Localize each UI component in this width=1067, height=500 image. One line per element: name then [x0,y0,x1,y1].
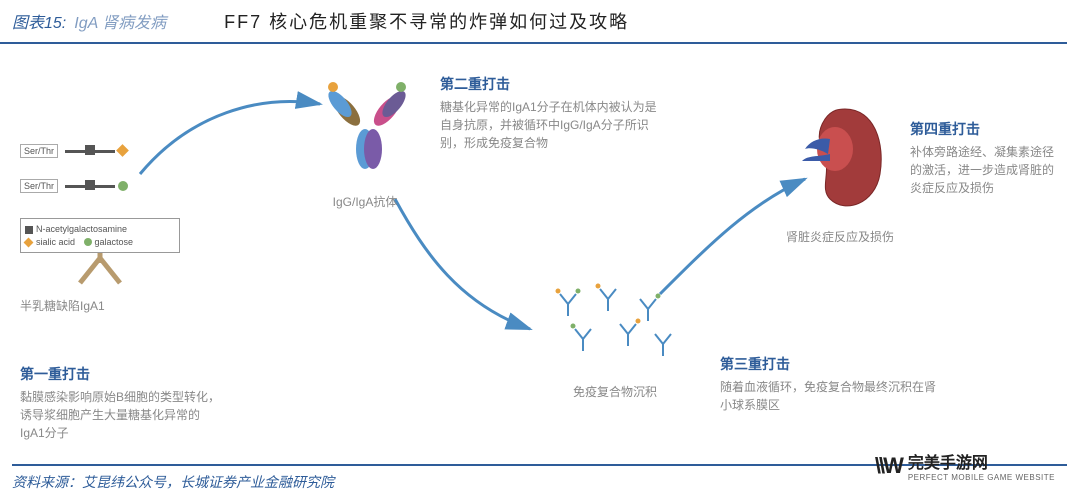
step4-img-label: 肾脏炎症反应及损伤 [770,228,910,245]
watermark-logo-icon: \\W [875,453,902,479]
step3-desc: 随着血液循环，免疫复合物最终沉积在肾小球系膜区 [720,378,940,414]
overlay-title: FF7 核心危机重聚不寻常的炸弹如何过及攻略 [224,8,629,34]
source-text: 资料来源：艾昆纬公众号，长城证券产业金融研究院 [12,474,334,490]
step4-text: 第四重打击 补体旁路途经、凝集素途径的激活，进一步造成肾脏的炎症反应及损伤 [910,119,1060,197]
kidney-icon [790,99,890,219]
step2-desc: 糖基化异常的IgA1分子在机体内被认为是自身抗原，并被循环中IgG/IgA分子所… [440,98,660,152]
legend-c: galactose [95,237,134,247]
step4-title: 第四重打击 [910,119,1060,139]
legend-b: sialic acid [36,237,75,247]
serthr-label-2: Ser/Thr [20,179,58,193]
step1-image: Ser/Thr Ser/Thr N-acetylgalactosamine si… [20,144,220,314]
step4-desc: 补体旁路途经、凝集素途径的激活，进一步造成肾脏的炎症反应及损伤 [910,143,1060,197]
step3-img-label: 免疫复合物沉积 [540,383,690,400]
immune-complex-icon [540,274,690,374]
watermark-brand-cn: 完美手游网 [908,449,1055,473]
watermark-brand-en: PERFECT MOBILE GAME WEBSITE [908,473,1055,482]
step2-image: IgG/IgA抗体 [315,74,415,210]
diagram-canvas: Ser/Thr Ser/Thr N-acetylgalactosamine si… [0,44,1067,464]
step4-image: 肾脏炎症反应及损伤 [790,99,910,245]
step1-img-label: 半乳糖缺陷IgA1 [20,297,220,314]
antibody-icon [315,74,415,184]
step3-text: 第三重打击 随着血液循环，免疫复合物最终沉积在肾小球系膜区 [720,354,940,414]
serthr-label-1: Ser/Thr [20,144,58,158]
watermark: \\W 完美手游网 PERFECT MOBILE GAME WEBSITE [875,449,1055,482]
step1-title: 第一重打击 [20,364,230,384]
step1-desc: 黏膜感染影响原始B细胞的类型转化，诱导浆细胞产生大量糖基化异常的IgA1分子 [20,388,220,442]
step2-title: 第二重打击 [440,74,660,94]
step3-image: 免疫复合物沉积 [540,274,690,400]
chart-number: 图表15: [12,9,66,33]
chart-title-faded: IgA 肾病发病 [74,9,166,33]
chart-header: 图表15: IgA 肾病发病 FF7 核心危机重聚不寻常的炸弹如何过及攻略 [0,0,1067,44]
legend-a: N-acetylgalactosamine [36,224,127,234]
step1-legend: N-acetylgalactosamine sialic acid galact… [20,218,180,253]
step2-img-label: IgG/IgA抗体 [315,193,415,210]
step2-text: 第二重打击 糖基化异常的IgA1分子在机体内被认为是自身抗原，并被循环中IgG/… [440,74,660,152]
step3-title: 第三重打击 [720,354,940,374]
step1-text: 第一重打击 黏膜感染影响原始B细胞的类型转化，诱导浆细胞产生大量糖基化异常的Ig… [20,364,230,442]
